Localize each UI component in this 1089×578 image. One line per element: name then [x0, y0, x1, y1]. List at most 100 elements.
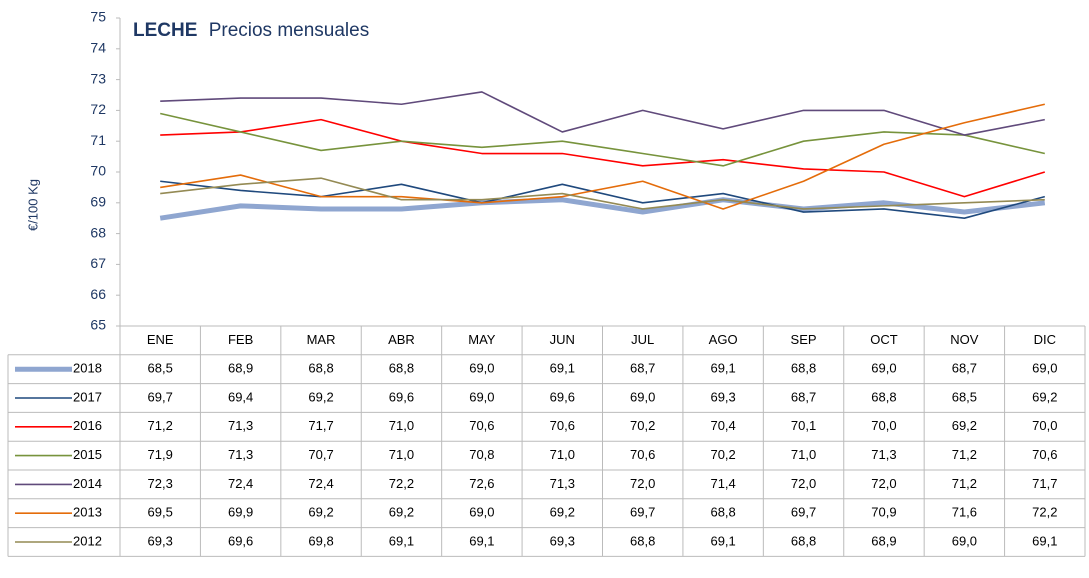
value-label: 69,0 [469, 361, 494, 376]
value-label: 68,9 [871, 533, 896, 548]
value-label: 72,4 [228, 476, 253, 491]
value-label: 71,3 [550, 476, 575, 491]
value-label: 70,6 [469, 418, 494, 433]
value-label: 71,3 [228, 447, 253, 462]
series-line [159, 197, 1046, 221]
value-label: 70,0 [1032, 418, 1057, 433]
value-label: 69,6 [228, 533, 253, 548]
legend-label: 2017 [73, 389, 102, 404]
y-tick-label: 74 [90, 40, 106, 56]
y-tick-label: 68 [90, 224, 106, 240]
value-label: 69,7 [630, 505, 655, 520]
value-label: 68,7 [791, 389, 816, 404]
value-label: 71,9 [148, 447, 173, 462]
subtitle: Precios mensuales [209, 20, 370, 41]
series-line [160, 112, 1045, 167]
series-line [160, 103, 1045, 210]
value-label: 69,4 [228, 389, 253, 404]
legend-label: 2014 [73, 476, 102, 491]
value-label: 69,0 [1032, 361, 1057, 376]
value-label: 69,1 [1032, 533, 1057, 548]
value-label: 69,1 [550, 361, 575, 376]
value-label: 71,3 [871, 447, 896, 462]
y-tick-label: 69 [90, 194, 106, 210]
value-label: 72,0 [871, 476, 896, 491]
value-label: 70,2 [630, 418, 655, 433]
y-tick-label: 65 [90, 317, 106, 333]
value-label: 68,8 [791, 361, 816, 376]
value-label: 72,0 [630, 476, 655, 491]
value-label: 70,6 [630, 447, 655, 462]
value-label: 68,8 [630, 533, 655, 548]
value-label: 69,1 [469, 533, 494, 548]
x-tick-label: ABR [388, 332, 415, 347]
value-label: 69,2 [308, 505, 333, 520]
value-label: 71,7 [308, 418, 333, 433]
value-label: 70,7 [308, 447, 333, 462]
value-label: 68,5 [148, 361, 173, 376]
y-tick-label: 66 [90, 286, 106, 302]
series-line [160, 180, 1045, 219]
value-label: 72,0 [791, 476, 816, 491]
value-label: 71,7 [1032, 476, 1057, 491]
value-label: 69,2 [952, 418, 977, 433]
value-label: 71,0 [550, 447, 575, 462]
x-tick-label: OCT [870, 332, 898, 347]
value-label: 69,1 [710, 533, 735, 548]
value-label: 71,0 [791, 447, 816, 462]
value-label: 69,0 [952, 533, 977, 548]
x-tick-label: NOV [950, 332, 979, 347]
x-tick-label: JUN [550, 332, 575, 347]
value-label: 68,5 [952, 389, 977, 404]
value-label: 69,9 [228, 505, 253, 520]
value-label: 71,0 [389, 418, 414, 433]
value-label: 70,9 [871, 505, 896, 520]
value-label: 72,2 [1032, 505, 1057, 520]
value-label: 71,4 [710, 476, 735, 491]
y-tick-label: 70 [90, 163, 106, 179]
value-label: 69,3 [550, 533, 575, 548]
y-tick-label: 75 [90, 9, 106, 25]
value-label: 68,8 [791, 533, 816, 548]
value-label: 69,6 [550, 389, 575, 404]
value-label: 70,4 [710, 418, 735, 433]
value-label: 69,2 [308, 389, 333, 404]
value-label: 71,2 [148, 418, 173, 433]
series-line [160, 118, 1046, 198]
value-label: 70,1 [791, 418, 816, 433]
value-label: 69,3 [148, 533, 173, 548]
value-label: 69,7 [791, 505, 816, 520]
value-label: 69,7 [148, 389, 173, 404]
value-label: 68,8 [871, 389, 896, 404]
value-label: 69,1 [389, 533, 414, 548]
value-label: 72,2 [389, 476, 414, 491]
y-tick-label: 72 [90, 101, 106, 117]
x-tick-label: MAY [468, 332, 496, 347]
x-tick-label: JUL [631, 332, 654, 347]
x-tick-label: SEP [791, 332, 817, 347]
value-label: 69,0 [871, 361, 896, 376]
value-label: 68,8 [389, 361, 414, 376]
value-label: 70,0 [871, 418, 896, 433]
value-label: 69,2 [389, 505, 414, 520]
value-label: 71,2 [952, 476, 977, 491]
legend-label: 2016 [73, 418, 102, 433]
y-axis-label: €/100 Kg [25, 179, 40, 231]
legend-label: 2013 [73, 505, 102, 520]
x-tick-label: DIC [1034, 332, 1056, 347]
value-label: 69,2 [550, 505, 575, 520]
value-label: 71,3 [228, 418, 253, 433]
value-label: 71,2 [952, 447, 977, 462]
value-label: 69,1 [710, 361, 735, 376]
value-label: 68,7 [630, 361, 655, 376]
value-label: 69,0 [630, 389, 655, 404]
value-label: 70,6 [1032, 447, 1057, 462]
x-tick-label: MAR [307, 332, 336, 347]
value-label: 71,0 [389, 447, 414, 462]
value-label: 69,5 [148, 505, 173, 520]
value-label: 72,4 [308, 476, 333, 491]
value-label: 69,0 [469, 505, 494, 520]
value-label: 69,6 [389, 389, 414, 404]
legend-label: 2018 [73, 361, 102, 376]
